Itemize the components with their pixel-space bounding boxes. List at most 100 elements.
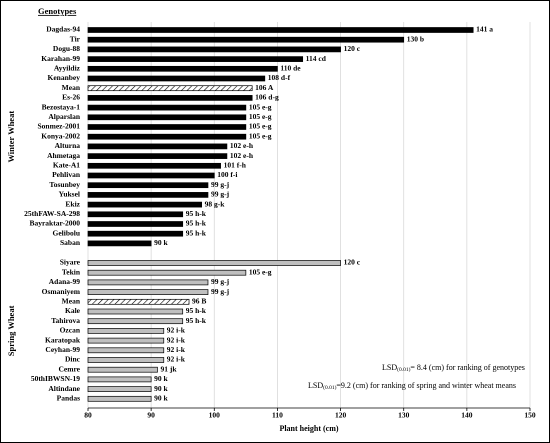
- annotation: LSD(0.01)= 8.4 (cm) for ranking of genot…: [382, 363, 525, 373]
- bar: [87, 95, 253, 101]
- bar: [87, 240, 152, 247]
- bar: [87, 124, 247, 130]
- bar: [87, 104, 247, 111]
- category-label: Bayraktar-2000: [29, 219, 80, 228]
- value-label: 99 g-j: [211, 277, 230, 286]
- category-label: Dogu-88: [53, 44, 80, 53]
- category-label: Cemre: [58, 364, 80, 373]
- value-label: 92 i-k: [167, 335, 186, 344]
- value-label: 114 cd: [306, 54, 327, 63]
- value-label: 92 i-k: [167, 345, 186, 354]
- category-label: Kale: [65, 306, 81, 315]
- x-tick-label: 110: [272, 411, 283, 420]
- group-label: Winter Wheat: [6, 111, 16, 163]
- bar: [87, 347, 165, 354]
- value-label: 106 A: [255, 83, 274, 92]
- category-label: Ozcan: [60, 326, 81, 335]
- x-tick-label: 80: [84, 411, 92, 420]
- value-label: 105 e-g: [249, 112, 272, 121]
- category-label: Siyare: [60, 258, 81, 267]
- value-label: 90 k: [154, 374, 168, 383]
- category-label: 50thIBWSN-19: [31, 374, 80, 383]
- value-label: 100 f-i: [217, 170, 237, 179]
- x-tick-label: 120: [335, 411, 347, 420]
- bar: [87, 75, 266, 82]
- bar: [87, 211, 184, 218]
- bar: [87, 143, 228, 150]
- bar: [87, 192, 209, 198]
- bar: [87, 289, 209, 295]
- bar: [87, 172, 215, 179]
- value-label: 92 i-k: [167, 326, 186, 335]
- bar: [87, 357, 165, 363]
- category-label: Saban: [60, 238, 81, 247]
- value-label: 105 e-g: [249, 131, 272, 140]
- category-label: Sonmez-2001: [38, 122, 81, 131]
- value-label: 91 jk: [160, 364, 177, 373]
- category-label: Alparslan: [48, 112, 81, 121]
- category-label: Tahirova: [51, 316, 80, 325]
- category-label: Altindane: [48, 384, 80, 393]
- value-label: 99 g-j: [211, 190, 230, 199]
- x-tick-label: 130: [398, 411, 410, 420]
- value-label: 92 i-k: [167, 355, 186, 364]
- annotation: LSD(0.01)=9.2 (cm) for ranking of spring…: [308, 381, 516, 391]
- annotation-sub: (0.01): [323, 384, 336, 391]
- value-label: 95 h-k: [186, 209, 207, 218]
- category-label: Karatopak: [45, 335, 81, 344]
- value-label: 95 h-k: [186, 219, 207, 228]
- category-label: Mean: [62, 83, 81, 92]
- category-label: Dagdas-94: [46, 25, 80, 34]
- category-label: Konya-2002: [41, 131, 80, 140]
- value-label: 106 d-g: [255, 93, 279, 102]
- value-label: 130 b: [407, 34, 424, 43]
- value-label: 105 e-g: [249, 102, 272, 111]
- header: Genotypes: [38, 6, 77, 16]
- category-label: Tir: [70, 34, 81, 43]
- value-label: 99 g-j: [211, 180, 230, 189]
- value-label: 105 e-g: [249, 122, 272, 131]
- value-label: 141 a: [476, 25, 493, 34]
- value-label: 95 h-k: [186, 316, 207, 325]
- value-label: 120 c: [344, 258, 361, 267]
- bar: [87, 328, 165, 334]
- annotation-main: LSD: [308, 381, 323, 390]
- value-label: 102 e-h: [230, 151, 254, 160]
- bar: [87, 279, 209, 286]
- value-label: 108 d-f: [268, 73, 291, 82]
- category-label: Gelibolu: [52, 228, 80, 237]
- bar: [87, 162, 221, 169]
- category-label: Ahmetaga: [47, 151, 80, 160]
- x-tick-label: 140: [461, 411, 473, 420]
- value-label: 90 k: [154, 384, 168, 393]
- category-label: Osmaniyem: [42, 287, 81, 296]
- category-label: Dinc: [65, 355, 81, 364]
- bar: [87, 182, 209, 189]
- bar: [87, 36, 405, 43]
- x-tick-label: 90: [147, 411, 155, 420]
- category-label: Kenanbey: [47, 73, 80, 82]
- bar: [87, 65, 278, 72]
- category-label: Pehlivan: [52, 170, 81, 179]
- bar: [87, 221, 184, 227]
- bar: [87, 366, 158, 373]
- value-label: 98 g-k: [205, 199, 226, 208]
- bar: [87, 230, 184, 237]
- bar: [87, 46, 341, 53]
- bar: [87, 337, 165, 344]
- value-label: 120 c: [344, 44, 361, 53]
- annotation-sub: (0.01): [397, 366, 410, 373]
- value-label: 90 k: [154, 238, 168, 247]
- annotation-rest: = 8.4 (cm) for ranking of genotypes: [410, 363, 524, 372]
- category-label: 25thFAW-SA-298: [24, 209, 80, 218]
- category-label: Adana-99: [49, 277, 81, 286]
- value-label: 105 e-g: [249, 267, 272, 276]
- category-label: Alturna: [55, 141, 81, 150]
- value-label: 96 B: [192, 297, 206, 306]
- category-label: Bezostaya-1: [42, 102, 81, 111]
- annotation-rest: =9.2 (cm) for ranking of spring and wint…: [336, 381, 516, 390]
- category-label: Pandas: [57, 394, 80, 403]
- bar: [87, 153, 228, 159]
- value-label: 95 h-k: [186, 306, 207, 315]
- bar: [87, 27, 474, 33]
